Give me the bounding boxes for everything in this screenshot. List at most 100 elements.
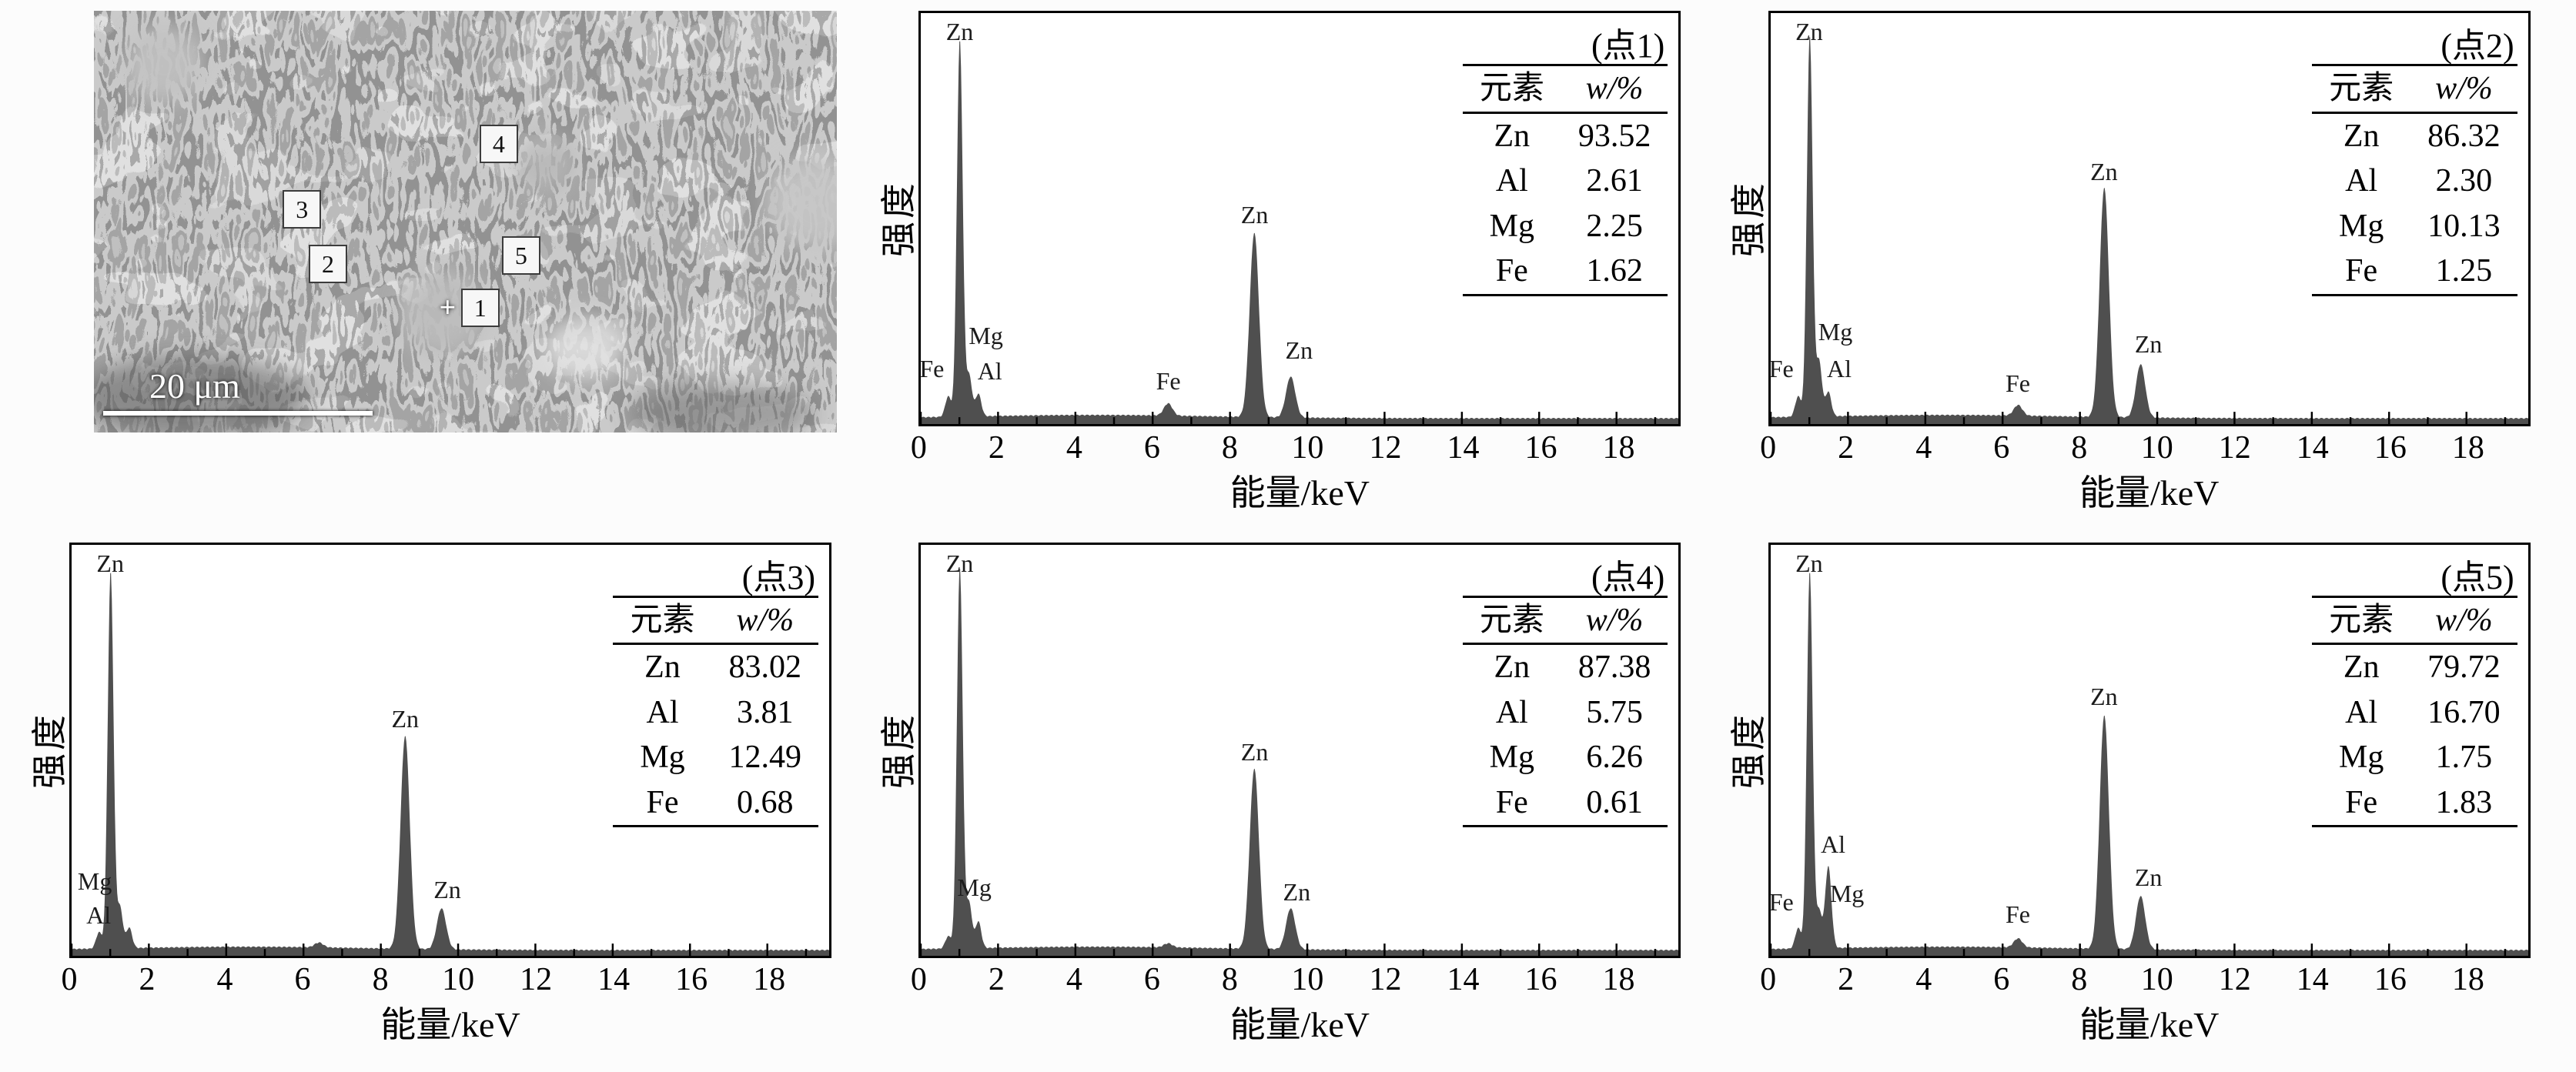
y-axis-label-text: 强度 [879,711,919,789]
table-row: Fe 0.61 [1463,780,1668,827]
table-row: Zn 79.72 [2312,644,2517,690]
table-row: Al 3.81 [613,690,818,736]
x-axis-tick-labels: 0 2 4 6 8 10 12 14 16 18 [1760,958,2531,997]
table-header-row: 元素 w/% [1462,65,1668,114]
table-row: Fe 1.25 [2312,249,2517,295]
element-cell: Mg [1489,208,1534,244]
x-tick-label: 16 [2374,961,2407,997]
x-tick-label: 14 [1447,430,1480,466]
x-tick-label: 4 [216,961,233,997]
wpct-header: w/% [1561,596,1668,645]
x-axis-tick-marks [72,943,808,956]
table-header-row: 元素 w/% [1462,596,1668,645]
value-cell: 2.61 [1586,163,1643,199]
element-cell: Al [1495,694,1528,730]
point-marker-4: 4 [479,124,518,163]
table-row: Mg 6.26 [1463,735,1668,780]
value-cell: 0.61 [1586,784,1643,820]
x-axis-title: 能量/keV [1229,473,1370,513]
value-cell: 16.70 [2427,694,2501,730]
value-cell: 83.02 [728,650,802,685]
scale-bar-label: 20 μm [149,366,240,406]
value-cell: 2.30 [2435,163,2493,199]
point-marker-1: 1 [460,289,500,328]
spectrum-svg [72,573,829,956]
element-cell: Mg [2338,740,2384,775]
eds-chart-point-3: 强度 Zn Mg Al Zn Zn (点3) 元素 w/% Zn 83.02 Al 3.81 M… [14,536,863,1068]
x-tick-label: 8 [1221,430,1238,466]
value-cell: 5.75 [1586,694,1643,730]
element-cell: Al [646,694,679,730]
spectrum-svg [1770,573,2528,956]
x-axis-tick-labels: 0 2 4 6 8 10 12 14 16 18 [62,958,831,997]
y-axis-label: 强度 [1724,543,1768,958]
x-tick-label: 4 [1066,430,1082,466]
x-axis-tick-marks [921,943,1657,956]
x-tick-label: 4 [1915,430,1932,466]
x-tick-label: 12 [2218,961,2251,997]
value-cell: 0.68 [737,784,794,820]
element-cell: Fe [646,784,679,820]
table-header-row: 元素 w/% [2312,596,2517,645]
x-tick-label: 0 [1760,430,1777,466]
sem-markers-layer: 4 3 2 5 1 + [94,11,837,432]
x-axis-tick-labels: 0 2 4 6 8 10 12 14 16 18 [911,426,1681,466]
table-row: Mg 10.13 [2312,204,2517,249]
spectrum-svg [921,41,1679,424]
x-tick-label: 10 [1291,961,1324,997]
table-row: Al 16.70 [2312,690,2517,736]
table-row: Mg 1.75 [2312,735,2517,780]
x-tick-label: 0 [910,430,927,466]
x-tick-label: 14 [1447,961,1480,997]
plot-area: Zn Mg Zn Zn (点4) 元素 w/% Zn 87.38 Al 5.75 Mg 6.26… [918,542,1681,958]
value-cell: 87.38 [1577,650,1651,685]
y-axis-label: 强度 [1724,11,1768,426]
sem-micrograph-cell: 4 3 2 5 1 + 20 μm [14,5,863,536]
x-tick-label: 18 [1602,961,1635,997]
element-cell: Zn [1494,118,1531,154]
value-cell: 1.62 [1586,253,1643,289]
composition-table: 元素 w/% Zn 86.32 Al 2.30 Mg 10.13 Fe 1.25 [2312,64,2517,296]
x-axis-tick-labels: 0 2 4 6 8 10 12 14 16 18 [911,958,1681,997]
value-cell: 3.81 [737,694,794,730]
table-row: Fe 1.62 [1463,249,1668,295]
element-header: 元素 [2312,65,2411,114]
element-cell: Al [1495,163,1528,199]
x-tick-label: 12 [1369,430,1402,466]
x-axis-title: 能量/keV [2079,473,2220,513]
eds-chart-point-4: 强度 Zn Mg Zn Zn (点4) 元素 w/% Zn 87.38 Al 5.75 Mg 6… [863,536,1712,1068]
y-axis-label: 强度 [25,543,69,958]
value-cell: 10.13 [2427,208,2501,244]
x-tick-label: 16 [1524,430,1557,466]
wpct-header: w/% [2410,596,2517,645]
x-axis-title: 能量/keV [2079,1004,2220,1044]
x-tick-label: 16 [1524,961,1557,997]
table-header-row: 元素 w/% [2312,65,2517,114]
table-row: Mg 12.49 [613,735,818,780]
table-row: Fe 0.68 [613,780,818,827]
x-axis-title: 能量/keV [380,1004,520,1044]
composition-table: 元素 w/% Zn 79.72 Al 16.70 Mg 1.75 Fe 1.83 [2312,595,2517,827]
value-cell: 2.25 [1586,208,1643,244]
x-tick-label: 12 [1369,961,1402,997]
x-axis-tick-marks [1770,412,2506,424]
y-axis-label-text: 强度 [1728,180,1768,257]
eds-chart-point-1: 强度 Zn Fe Mg Al Fe Zn Zn (点1) 元素 w/% Zn 93.52 Al 2… [863,5,1712,536]
value-cell: 6.26 [1586,740,1643,775]
x-axis-tick-labels: 0 2 4 6 8 10 12 14 16 18 [1760,426,2531,466]
element-header: 元素 [613,596,712,645]
value-cell: 1.25 [2435,253,2493,289]
element-cell: Mg [1489,740,1534,775]
plot-area: Zn Fe Mg Al Fe Zn Zn (点1) 元素 w/% Zn 93.52 Al 2.61… [918,11,1681,426]
scale-bar-line [103,411,373,416]
element-cell: Mg [640,740,685,775]
point-tag: (点4) [1591,558,1665,596]
table-row: Zn 86.32 [2312,112,2517,159]
eds-chart-point-5: 强度 Zn Fe Al Mg Fe Zn Zn (点5) 元素 w/% Zn 79.72 Al 1… [1713,536,2562,1068]
value-cell: 12.49 [728,740,802,775]
x-tick-label: 6 [1143,430,1160,466]
x-tick-label: 16 [2374,430,2407,466]
plot-area: Zn Fe Al Mg Fe Zn Zn (点5) 元素 w/% Zn 79.72 Al 16.7… [1768,542,2531,958]
eds-chart-point-2: 强度 Zn Fe Mg Al Fe Zn Zn (点2) 元素 w/% Zn 86.32 Al 2… [1713,5,2562,536]
